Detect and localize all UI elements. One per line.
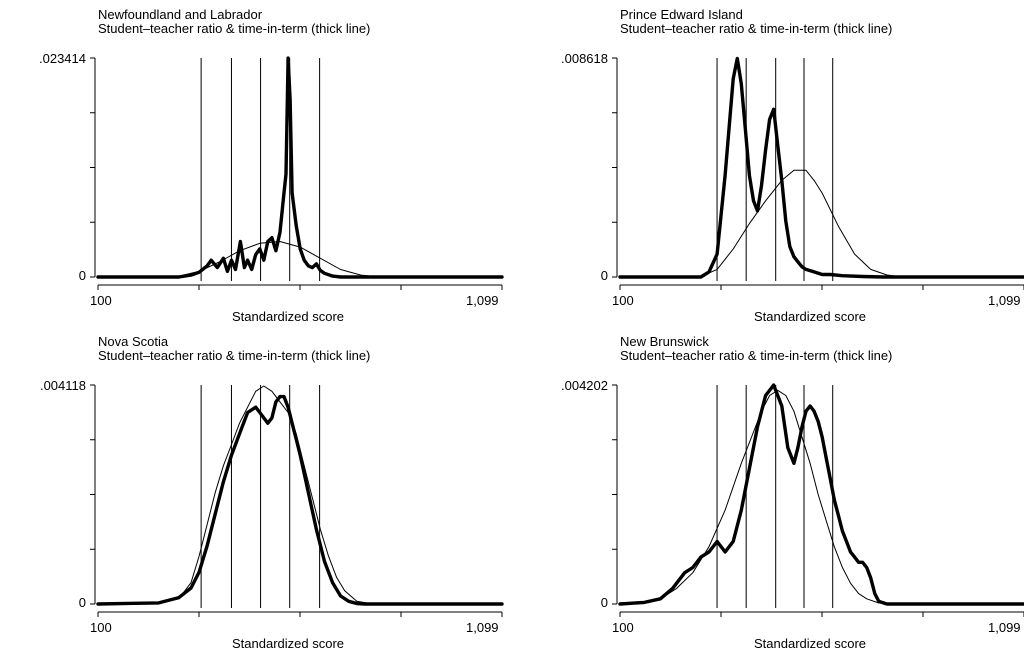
y-tick-label-zero: 0 — [600, 595, 608, 610]
chart-title: New Brunswick — [620, 334, 709, 349]
density-line-thin — [619, 169, 1024, 278]
x-tick-label-max: 1,099 — [466, 620, 499, 635]
chart-plot — [90, 384, 504, 617]
x-axis-label: Standardized score — [232, 636, 345, 651]
chart-subtitle: Student–teacher ratio & time-in-term (th… — [620, 21, 893, 36]
y-tick-label-top: .008618 — [561, 51, 608, 66]
density-line-thin — [619, 389, 1024, 605]
chart-panel-2: Nova Scotia Student–teacher ratio & time… — [0, 327, 512, 654]
chart-panel-1: Prince Edward Island Student–teacher rat… — [522, 0, 1024, 327]
x-tick-label-min: 100 — [612, 293, 634, 308]
density-line-thin — [97, 385, 503, 605]
y-tick-label-top: .004202 — [561, 378, 608, 393]
y-tick-label-top: .023414 — [39, 51, 86, 66]
x-tick-label-max: 1,099 — [466, 293, 499, 308]
y-tick-label-zero: 0 — [600, 268, 608, 283]
chart-title: Nova Scotia — [98, 334, 169, 349]
y-tick-label-zero: 0 — [78, 595, 86, 610]
x-axis-label: Standardized score — [232, 309, 345, 324]
chart-subtitle: Student–teacher ratio & time-in-term (th… — [620, 348, 893, 363]
density-line-thick — [96, 394, 504, 606]
y-tick-label-top: .004118 — [39, 378, 86, 393]
x-tick-label-max: 1,099 — [988, 620, 1021, 635]
x-tick-label-min: 100 — [90, 620, 112, 635]
chart-plot — [90, 56, 504, 290]
density-line-thick — [618, 383, 1024, 606]
x-axis-label: Standardized score — [754, 309, 867, 324]
x-tick-label-max: 1,099 — [988, 293, 1021, 308]
density-line-thick — [96, 56, 504, 279]
density-line-thick — [618, 56, 1024, 279]
x-tick-label-min: 100 — [612, 620, 634, 635]
x-axis-label: Standardized score — [754, 636, 867, 651]
x-tick-label-min: 100 — [90, 293, 112, 308]
y-tick-label-zero: 0 — [78, 268, 86, 283]
density-line-thin — [97, 241, 503, 278]
chart-panel-0: Newfoundland and Labrador Student–teache… — [0, 0, 512, 327]
chart-subtitle: Student–teacher ratio & time-in-term (th… — [98, 348, 371, 363]
chart-plot — [612, 383, 1024, 617]
chart-panel-3: New Brunswick Student–teacher ratio & ti… — [522, 327, 1024, 654]
chart-title: Prince Edward Island — [620, 7, 743, 22]
chart-plot — [612, 56, 1024, 290]
chart-title: Newfoundland and Labrador — [98, 7, 263, 22]
chart-subtitle: Student–teacher ratio & time-in-term (th… — [98, 21, 371, 36]
